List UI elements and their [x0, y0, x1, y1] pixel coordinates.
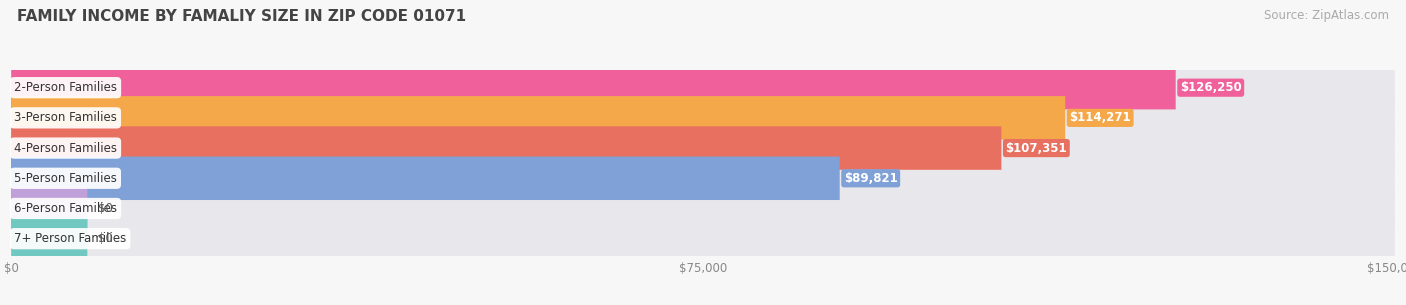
- Text: 4-Person Families: 4-Person Families: [14, 142, 117, 155]
- Text: $0: $0: [98, 232, 114, 245]
- Text: $114,271: $114,271: [1070, 111, 1130, 124]
- Text: Source: ZipAtlas.com: Source: ZipAtlas.com: [1264, 9, 1389, 22]
- FancyBboxPatch shape: [11, 96, 1066, 140]
- FancyBboxPatch shape: [11, 156, 839, 200]
- Text: FAMILY INCOME BY FAMALIY SIZE IN ZIP CODE 01071: FAMILY INCOME BY FAMALIY SIZE IN ZIP COD…: [17, 9, 465, 24]
- FancyBboxPatch shape: [11, 126, 1395, 170]
- Text: 2-Person Families: 2-Person Families: [14, 81, 117, 94]
- FancyBboxPatch shape: [11, 126, 1001, 170]
- FancyBboxPatch shape: [11, 217, 87, 260]
- FancyBboxPatch shape: [11, 66, 1175, 109]
- Text: $126,250: $126,250: [1180, 81, 1241, 94]
- Text: 6-Person Families: 6-Person Families: [14, 202, 117, 215]
- Text: $0: $0: [98, 202, 114, 215]
- FancyBboxPatch shape: [11, 66, 1395, 109]
- Text: 7+ Person Families: 7+ Person Families: [14, 232, 127, 245]
- FancyBboxPatch shape: [11, 187, 1395, 230]
- FancyBboxPatch shape: [11, 156, 1395, 200]
- Text: $89,821: $89,821: [844, 172, 897, 185]
- FancyBboxPatch shape: [11, 187, 87, 230]
- FancyBboxPatch shape: [11, 217, 1395, 260]
- Text: 3-Person Families: 3-Person Families: [14, 111, 117, 124]
- FancyBboxPatch shape: [11, 96, 1395, 140]
- Text: 5-Person Families: 5-Person Families: [14, 172, 117, 185]
- Text: $107,351: $107,351: [1005, 142, 1067, 155]
